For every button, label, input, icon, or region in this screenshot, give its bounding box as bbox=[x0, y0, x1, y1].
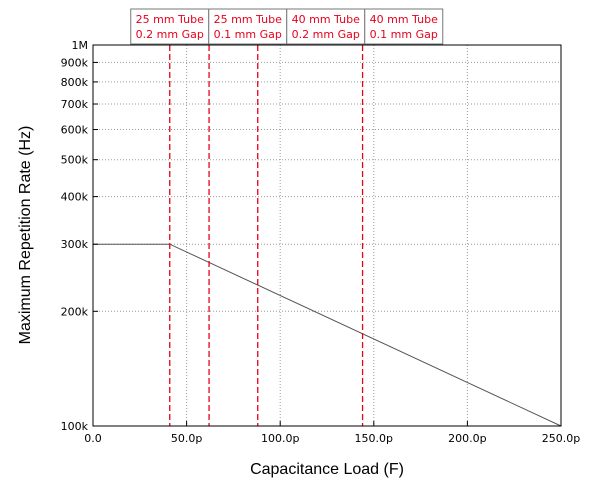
y-tick-label: 500k bbox=[61, 154, 89, 167]
marker-label-line1: 25 mm Tube bbox=[136, 13, 204, 26]
marker-labels: 25 mm Tube 0.2 mm Gap 25 mm Tube 0.1 mm Gap… bbox=[130, 8, 444, 45]
marker-label-box bbox=[130, 8, 210, 45]
x-tick-label: 250.0p bbox=[542, 432, 580, 445]
y-tick-label: 700k bbox=[61, 98, 89, 111]
plot-area bbox=[93, 45, 561, 426]
marker-label-box bbox=[364, 8, 444, 45]
y-tick-label: 800k bbox=[61, 76, 89, 89]
x-tick-label: 50.0p bbox=[171, 432, 202, 445]
y-tick-label: 900k bbox=[61, 56, 89, 69]
markers bbox=[169, 45, 364, 426]
x-tick-label: 150.0p bbox=[355, 432, 393, 445]
y-tick-label: 400k bbox=[61, 191, 89, 204]
x-axis-title: Capacitance Load (F) bbox=[250, 461, 404, 478]
y-tick-label: 100k bbox=[61, 420, 89, 433]
grid bbox=[93, 45, 561, 426]
marker-label-box bbox=[286, 8, 366, 45]
marker-label-line1: 25 mm Tube bbox=[214, 13, 282, 26]
marker-label-line2: 0.1 mm Gap bbox=[214, 28, 282, 41]
marker-label-line1: 40 mm Tube bbox=[292, 13, 360, 26]
marker-label-line2: 0.2 mm Gap bbox=[136, 28, 204, 41]
x-tick-label: 100.0p bbox=[261, 432, 299, 445]
plot-frame bbox=[92, 44, 562, 427]
y-tick-label: 600k bbox=[61, 124, 89, 137]
marker-label-line2: 0.1 mm Gap bbox=[370, 28, 438, 41]
x-tick-label: 200.0p bbox=[448, 432, 486, 445]
y-axis-title: Maximum Repetition Rate (Hz) bbox=[17, 126, 34, 345]
marker-label-line2: 0.2 mm Gap bbox=[292, 28, 360, 41]
y-tick-label: 1M bbox=[72, 39, 89, 52]
x-axis: 0.0 50.0p 100.0p 150.0p 200.0p 250.0p bbox=[84, 421, 580, 445]
y-tick-label: 200k bbox=[61, 305, 89, 318]
x-tick-label: 0.0 bbox=[84, 432, 102, 445]
y-axis: 100k 200k 300k 400k 500k 600k 700k 800k 900k 1M bbox=[61, 39, 98, 433]
marker-label-line1: 40 mm Tube bbox=[370, 13, 438, 26]
y-tick-label: 300k bbox=[61, 238, 89, 251]
